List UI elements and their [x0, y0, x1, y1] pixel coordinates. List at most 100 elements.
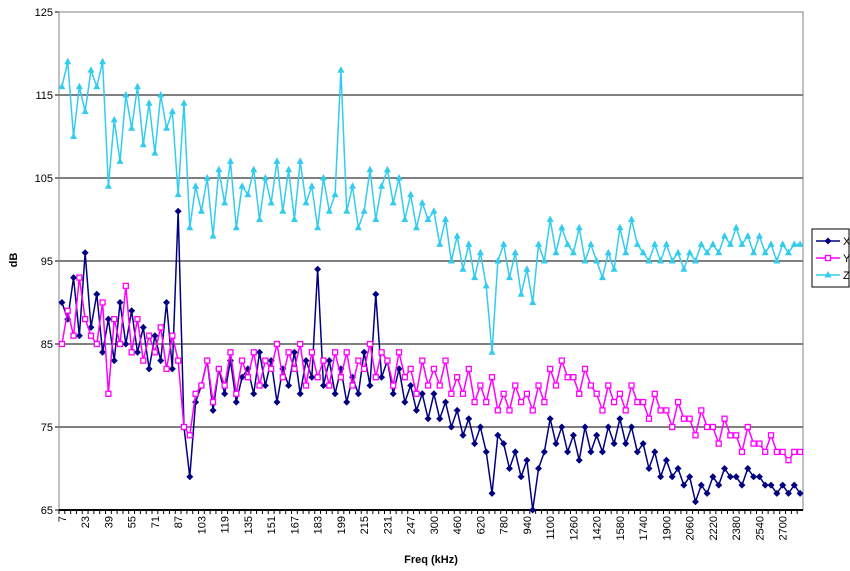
- point: [337, 374, 345, 381]
- point: [110, 115, 118, 123]
- point: [384, 357, 391, 364]
- point: [610, 440, 618, 448]
- point: [517, 290, 525, 297]
- point: [145, 332, 153, 339]
- x-tick-label: 23: [80, 516, 92, 528]
- point: [273, 398, 281, 406]
- point: [198, 382, 205, 389]
- point: [726, 473, 734, 481]
- point: [93, 82, 101, 90]
- point: [558, 357, 565, 364]
- x-tick-label: 167: [289, 516, 301, 534]
- point: [285, 165, 293, 173]
- point: [686, 473, 694, 481]
- x-tick-label: 55: [127, 516, 139, 528]
- point: [122, 340, 130, 348]
- point: [610, 398, 618, 406]
- point: [529, 506, 537, 514]
- point: [535, 382, 542, 389]
- point: [75, 82, 83, 90]
- point: [209, 232, 217, 239]
- point: [512, 382, 519, 389]
- point: [581, 365, 589, 373]
- point: [291, 365, 298, 373]
- point: [116, 157, 124, 164]
- point: [453, 406, 461, 414]
- point: [349, 382, 356, 389]
- point: [250, 390, 258, 398]
- point: [361, 365, 368, 373]
- point: [390, 382, 397, 389]
- point: [669, 423, 676, 431]
- x-tick-label: 1580: [615, 516, 627, 540]
- point: [221, 382, 228, 389]
- point: [151, 349, 159, 356]
- point: [535, 240, 543, 247]
- point: [122, 91, 130, 98]
- point: [448, 390, 455, 397]
- point: [354, 390, 362, 398]
- point: [640, 398, 647, 406]
- point: [145, 99, 153, 106]
- point: [331, 349, 339, 356]
- point: [389, 390, 397, 398]
- x-tick-label: 2540: [754, 516, 766, 540]
- point: [465, 240, 473, 247]
- point: [232, 398, 240, 406]
- point: [163, 365, 170, 373]
- point: [128, 307, 136, 315]
- point: [703, 423, 711, 431]
- point: [203, 174, 211, 181]
- point: [651, 448, 659, 456]
- point: [407, 365, 414, 373]
- point: [773, 448, 780, 456]
- point: [447, 423, 455, 431]
- point: [570, 374, 577, 381]
- point: [453, 232, 461, 239]
- point: [163, 124, 171, 131]
- point: [436, 382, 443, 389]
- series: [58, 57, 804, 355]
- point: [680, 265, 688, 272]
- point: [494, 431, 502, 439]
- point: [163, 299, 171, 306]
- point: [686, 248, 694, 256]
- point: [256, 382, 263, 389]
- point: [133, 348, 141, 356]
- point: [215, 365, 222, 373]
- point: [523, 390, 531, 397]
- point: [721, 232, 729, 239]
- point: [482, 448, 490, 456]
- point: [221, 390, 229, 398]
- point: [721, 465, 729, 472]
- point: [139, 140, 147, 148]
- point: [540, 257, 548, 264]
- point: [151, 332, 159, 340]
- point: [796, 489, 804, 497]
- point: [442, 398, 450, 406]
- point: [215, 165, 223, 173]
- point: [692, 432, 699, 439]
- point: [755, 232, 763, 239]
- point: [494, 407, 501, 414]
- point: [389, 198, 397, 206]
- point: [314, 265, 322, 273]
- point: [337, 66, 345, 73]
- point: [372, 215, 380, 222]
- point: [668, 257, 676, 264]
- point: [320, 357, 327, 364]
- point: [587, 240, 595, 247]
- point: [628, 215, 636, 222]
- point: [761, 481, 769, 489]
- point: [314, 374, 321, 381]
- point: [418, 198, 426, 206]
- point: [314, 223, 322, 231]
- point: [261, 382, 269, 389]
- point: [407, 382, 415, 389]
- point: [697, 481, 705, 489]
- x-tick-label: 1900: [661, 516, 673, 540]
- series: [58, 274, 804, 464]
- point: [651, 390, 658, 397]
- x-axis-title: Freq (kHz): [404, 554, 458, 566]
- point: [209, 406, 217, 414]
